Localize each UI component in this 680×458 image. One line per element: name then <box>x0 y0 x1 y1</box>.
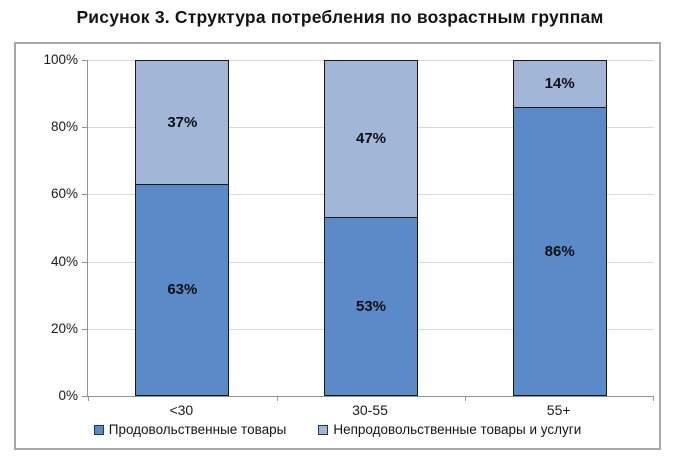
category-label: 55+ <box>546 402 571 418</box>
y-axis-label: 20% <box>50 320 78 336</box>
y-axis-label: 80% <box>50 119 78 135</box>
y-axis-label: 100% <box>43 52 78 67</box>
legend-item: Непродовольственные товары и услуги <box>318 422 581 437</box>
y-axis-label: 0% <box>58 388 78 403</box>
bar-segment-food: 53% <box>325 217 417 395</box>
chart-title: Рисунок 3. Структура потребления по возр… <box>76 7 604 27</box>
bar-segment-food: 63% <box>136 184 229 395</box>
y-axis-tick <box>82 194 88 196</box>
y-axis-label: 40% <box>50 253 78 269</box>
chart-frame: 37% 63% 47% 53% 14% 86% <30 30-55 55+ Продоволь… <box>14 42 661 450</box>
x-axis-tick <box>465 397 467 401</box>
x-axis-tick <box>276 397 278 401</box>
y-axis-tick <box>82 261 88 263</box>
y-axis-tick <box>82 127 88 129</box>
legend-item: Продовольственные товары <box>93 422 287 437</box>
bar-segment-nonfood: 37% <box>136 61 229 185</box>
category-axis: <30 30-55 55+ <box>87 402 653 418</box>
x-axis-tick <box>653 397 654 401</box>
bar-segment-food: 86% <box>513 107 606 395</box>
data-label: 47% <box>355 130 387 148</box>
legend-marker-icon <box>93 424 104 435</box>
bar-30-55: 47% 53% <box>324 60 418 396</box>
legend-marker-icon <box>318 424 329 435</box>
data-label: 63% <box>167 281 198 299</box>
bar-<30: 37% 63% <box>135 60 230 396</box>
y-axis-tick <box>82 60 88 61</box>
data-label: 53% <box>355 297 387 315</box>
category-label: 30-55 <box>352 402 388 418</box>
legend: Продовольственные товары Непродовольствен… <box>16 422 659 437</box>
bar-segment-nonfood: 14% <box>513 61 606 108</box>
y-axis-label: 60% <box>50 186 78 202</box>
bar-segment-nonfood: 47% <box>325 61 417 218</box>
bar-55+: 14% 86% <box>512 60 607 396</box>
legend-label: Непродовольственные товары и услуги <box>333 422 582 437</box>
x-axis-tick <box>88 397 89 401</box>
data-label: 37% <box>167 113 198 131</box>
legend-label: Продовольственные товары <box>108 422 287 437</box>
data-label: 86% <box>544 242 575 260</box>
data-label: 14% <box>544 75 575 93</box>
y-axis-tick <box>82 396 88 397</box>
y-axis-tick <box>82 328 88 330</box>
plot-area: 37% 63% 47% 53% 14% 86% <box>82 60 654 401</box>
category-label: <30 <box>169 402 194 418</box>
